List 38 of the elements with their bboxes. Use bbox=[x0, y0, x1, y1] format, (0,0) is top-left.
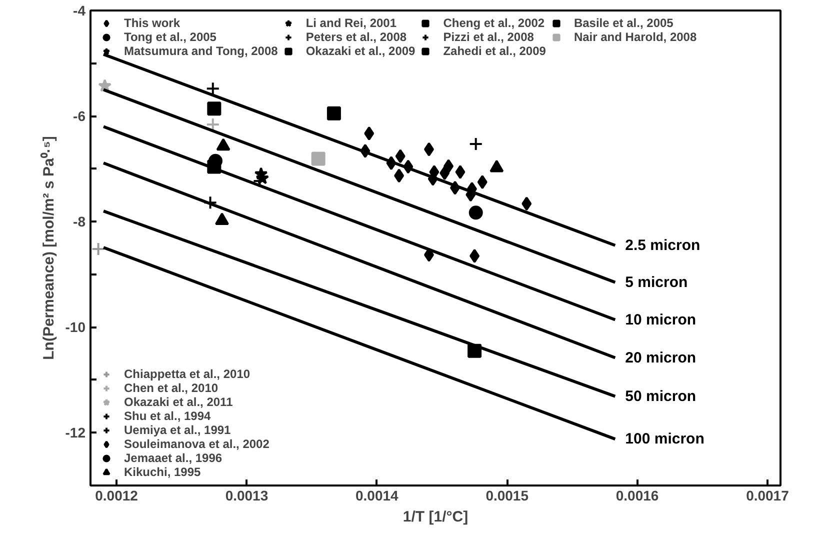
series-label: 20 micron bbox=[625, 349, 696, 366]
legend-label: Li and Rei, 2001 bbox=[306, 16, 397, 30]
legend-label: Chen et al., 2010 bbox=[124, 381, 218, 395]
x-tick-label: 0.0014 bbox=[356, 488, 399, 504]
legend-label: Shu et al., 1994 bbox=[124, 409, 211, 423]
y-tick-label: -8 bbox=[73, 214, 86, 230]
series-label: 50 micron bbox=[625, 388, 696, 405]
legend-label: Uemiya et al., 1991 bbox=[124, 423, 231, 437]
legend-label: Souleimanova et al., 2002 bbox=[124, 437, 270, 451]
series-label: 5 micron bbox=[625, 274, 688, 291]
series-label: 100 micron bbox=[625, 430, 704, 448]
x-tick-label: 0.0017 bbox=[746, 488, 790, 504]
x-tick-label: 0.0013 bbox=[225, 488, 268, 504]
legend-label: Chiappetta et al., 2010 bbox=[124, 367, 250, 381]
legend-label: Okazaki et al., 2009 bbox=[306, 44, 416, 58]
series-label: 2.5 micron bbox=[625, 236, 700, 254]
series-label: 10 micron bbox=[625, 311, 696, 328]
legend-label: Zahedi et al., 2009 bbox=[443, 44, 546, 58]
legend-label: Okazaki et al., 2011 bbox=[124, 395, 233, 409]
y-tick-label: -4 bbox=[73, 2, 86, 18]
legend-label: Tong et al., 2005 bbox=[124, 30, 216, 44]
legend-label: Peters et al., 2008 bbox=[306, 30, 407, 44]
legend-label: Matsumura and Tong, 2008 bbox=[124, 44, 278, 58]
y-tick-label: -10 bbox=[65, 319, 86, 336]
y-tick-label: -6 bbox=[73, 108, 86, 124]
legend-label: This work bbox=[124, 16, 180, 30]
y-tick-label: -12 bbox=[65, 424, 86, 441]
legend-label: Basile et al., 2005 bbox=[574, 16, 674, 30]
legend-label: Pizzi et al., 2008 bbox=[443, 30, 534, 44]
x-tick-label: 0.0016 bbox=[616, 488, 659, 504]
legend-label: Kikuchi, 1995 bbox=[124, 465, 201, 479]
legend-label: Jemaaet al., 1996 bbox=[124, 451, 222, 465]
legend-label: Nair and Harold, 2008 bbox=[574, 30, 697, 44]
x-tick-label: 0.0015 bbox=[486, 488, 529, 504]
x-axis-title: 1/T [1/°C] bbox=[402, 508, 468, 526]
x-tick-label: 0.0012 bbox=[95, 488, 138, 504]
y-axis-title: Ln(Permeance) [mol/m² s Pa⁰·⁵] bbox=[39, 136, 58, 360]
legend-label: Cheng et al., 2002 bbox=[443, 16, 545, 30]
